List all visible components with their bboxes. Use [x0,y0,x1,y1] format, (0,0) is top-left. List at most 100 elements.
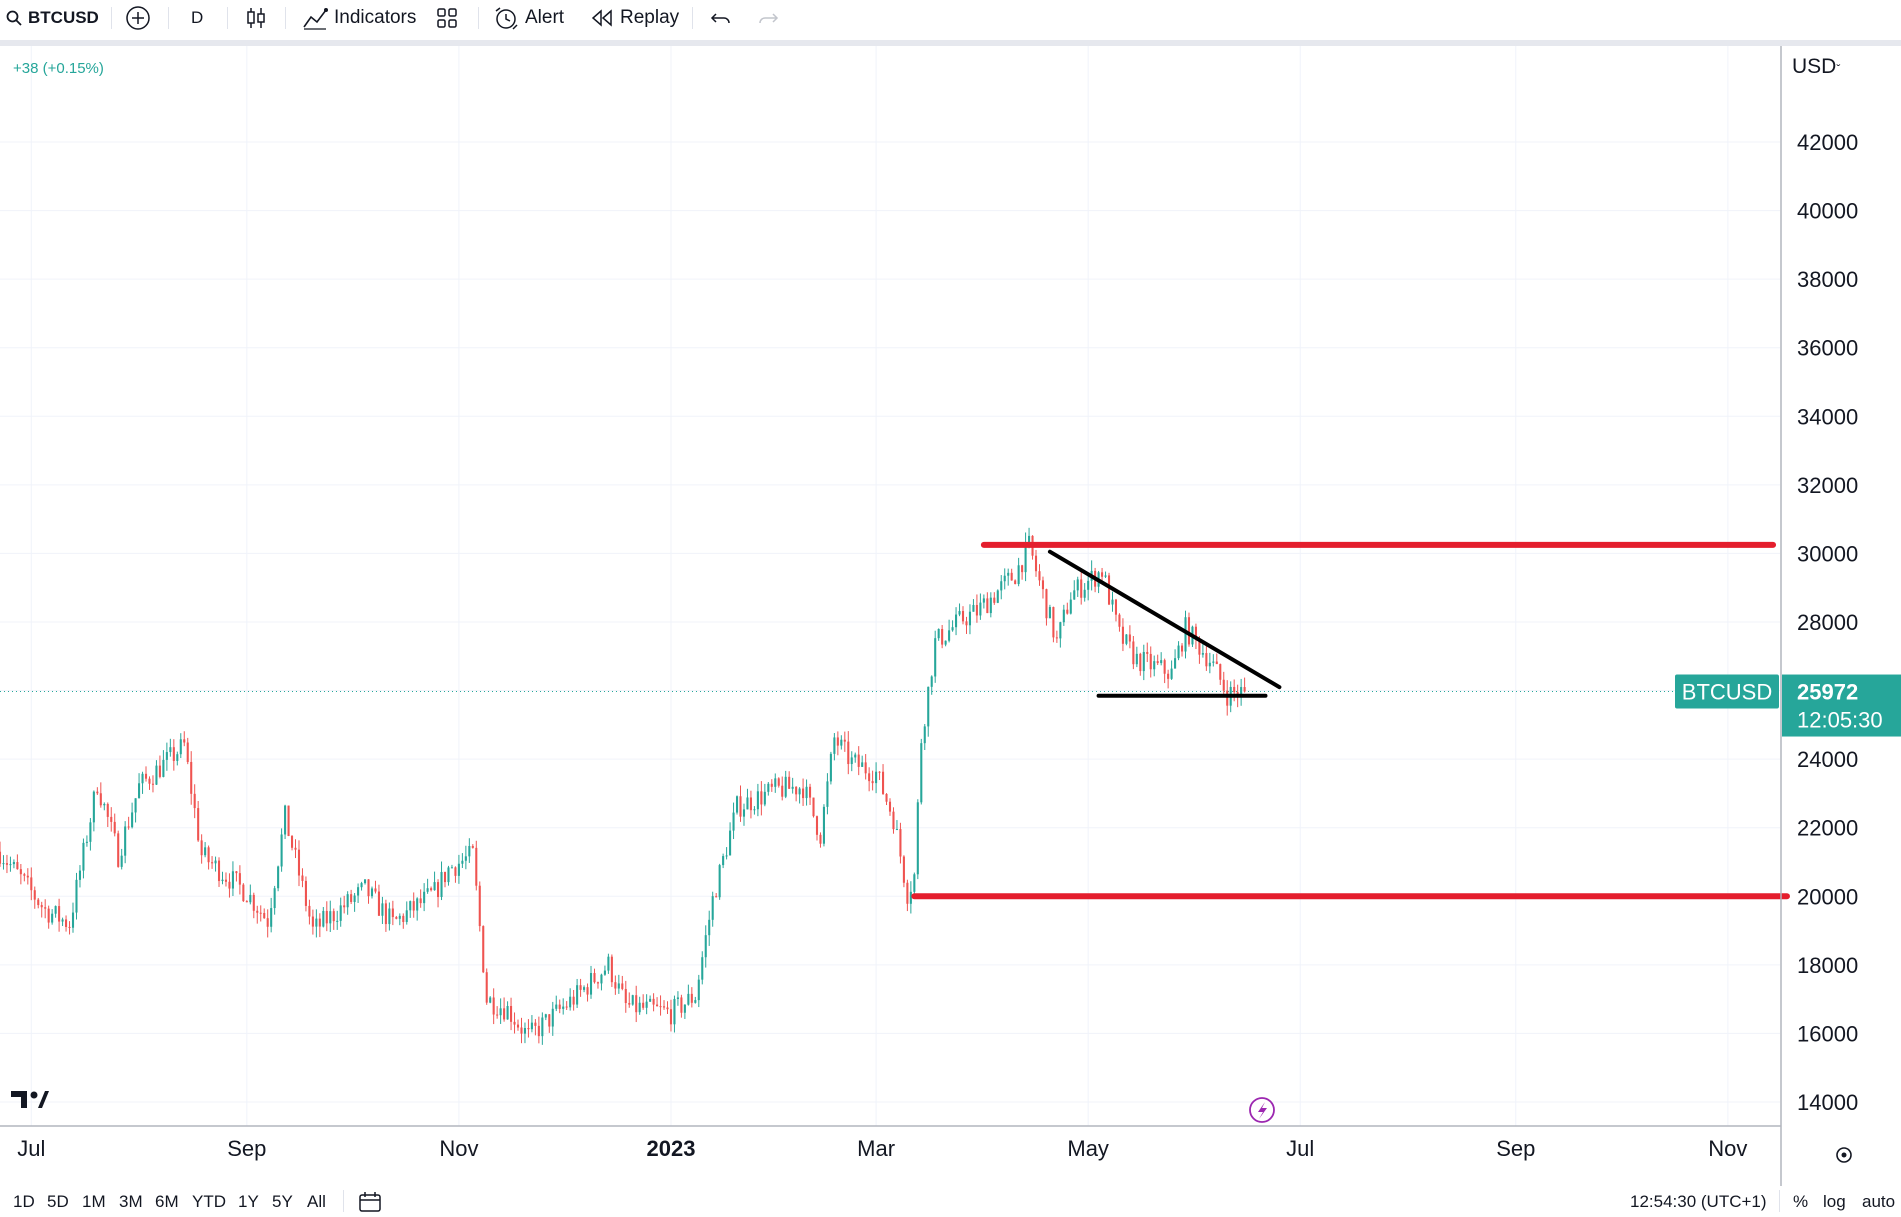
candle-body [666,1007,669,1010]
candle-body [1062,609,1065,623]
range-1y[interactable]: 1Y [238,1192,259,1211]
gear-icon[interactable] [1836,1147,1852,1163]
candle-body [211,862,214,864]
calendar-icon[interactable] [358,1191,382,1213]
percent-scale-toggle[interactable]: % [1793,1192,1809,1211]
candle-body [1156,661,1159,664]
range-6m[interactable]: 6M [155,1192,179,1211]
clock-time[interactable]: 12:54:30 (UTC+1) [1630,1192,1767,1211]
price-tick-label: 36000 [1797,336,1858,361]
redo-button[interactable] [757,0,779,36]
candle-body [1000,581,1003,591]
range-ytd[interactable]: YTD [192,1192,226,1211]
candle-body [888,801,892,812]
candle-body [329,911,332,924]
candle-body [975,604,978,616]
candle-body [624,988,627,1004]
time-tick-label: Nov [1708,1136,1747,1161]
range-all[interactable]: All [307,1192,326,1211]
symbol-search[interactable]: BTCUSD [6,0,99,36]
candle-body [363,879,367,884]
candle-body [228,881,231,889]
candle-body [1153,661,1156,670]
indicators-button[interactable]: Indicators [302,0,416,36]
candle-body [1107,575,1111,605]
candle-body [468,846,471,857]
range-1d[interactable]: 1D [13,1192,35,1211]
candle-body [1142,651,1145,672]
candle-body [808,786,812,798]
candle-body [920,743,923,803]
alarm-clock-icon [495,7,518,30]
price-change-label: +38 (+0.15%) [13,60,104,77]
candle-body [138,783,141,799]
candle-body [864,762,867,774]
candle-body [457,863,460,876]
log-scale-toggle[interactable]: log [1823,1192,1846,1211]
candle-body [948,630,951,641]
candle-body [718,865,721,898]
candle-body [58,906,61,922]
candle-body [913,874,916,892]
candle-body [1066,609,1069,614]
candle-body [944,640,947,645]
last-price-badge [1782,674,1901,737]
drawings[interactable] [911,541,1790,900]
candle-body [565,1006,568,1008]
candle-body [1201,653,1204,655]
candle-body [71,912,75,928]
candle-body [353,895,356,902]
interval-button[interactable]: D [191,0,203,36]
candle-body [217,860,221,882]
chart-type-button[interactable] [245,0,267,36]
candle-body [388,908,391,925]
range-5y[interactable]: 5Y [272,1192,293,1211]
candle-body [610,956,613,983]
candle-body [607,956,610,971]
candle-body [1118,614,1121,627]
toolbar-border [0,40,1901,46]
range-1m[interactable]: 1M [82,1192,106,1211]
candle-body [968,611,972,626]
candle-body [308,905,311,917]
candle-body [141,773,144,784]
candle-body [423,891,426,904]
candle-body [777,778,780,786]
auto-scale-toggle[interactable]: auto [1862,1192,1896,1211]
candle-body [850,757,853,765]
candle-body [895,829,898,831]
candle-body [722,856,725,866]
candle-body [336,920,339,922]
replay-button[interactable]: Replay [590,0,679,36]
price-chart[interactable]: 14000 16000 18000 20000 22000 24000 28000 30000… [0,46,1901,1186]
candle-body [287,805,290,837]
tradingview-logo[interactable] [11,1091,49,1108]
alert-button[interactable]: Alert [493,0,564,36]
undo-button[interactable] [710,0,732,36]
candle-body [1048,607,1051,619]
candle-body [1080,579,1083,598]
candle-body [1194,626,1197,639]
candle-body [1055,637,1058,639]
candle-body [1069,599,1072,614]
candle-body [1219,664,1222,680]
trend-line[interactable] [1047,549,1282,690]
candle-body [937,629,940,639]
candle-body [1059,622,1062,639]
candle-body [30,877,33,891]
range-3m[interactable]: 3M [119,1192,143,1211]
candle-body [1003,575,1006,582]
currency-selector[interactable]: USDˇ [1792,55,1840,79]
price-tick-label: 38000 [1797,267,1858,292]
templates-button[interactable] [436,0,458,36]
candle-body [343,905,346,908]
candle-body [395,917,398,919]
candle-body [464,856,467,861]
candle-body [857,754,860,767]
candle-body [510,1006,513,1022]
compare-button[interactable] [125,0,151,36]
candle-body [284,805,287,835]
candle-body [1212,661,1215,663]
range-5d[interactable]: 5D [47,1192,69,1211]
candle-body [155,765,158,785]
